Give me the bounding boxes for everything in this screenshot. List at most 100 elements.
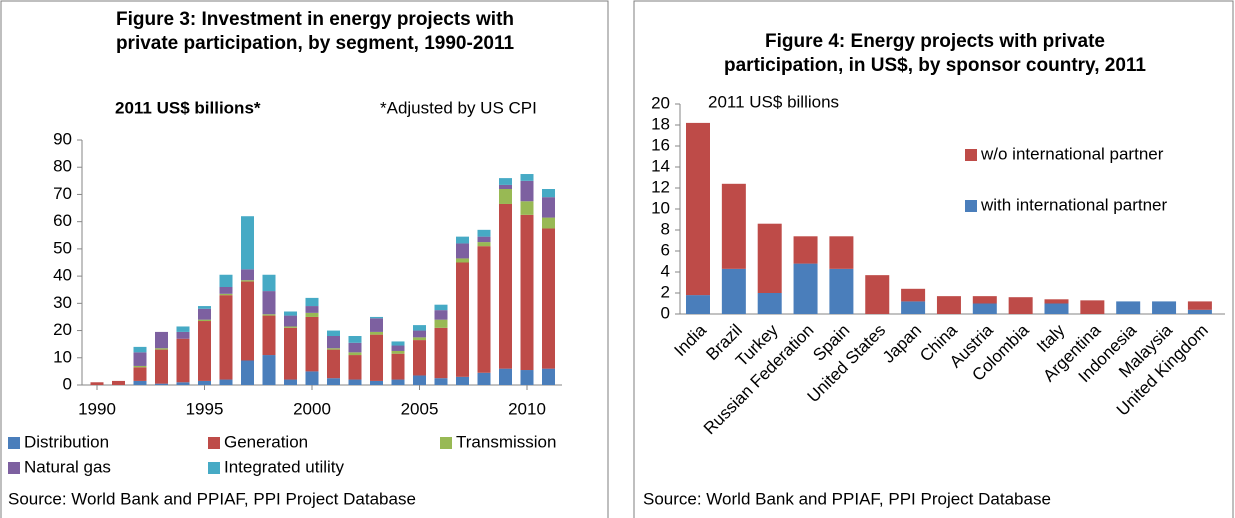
source: Source: World Bank and PPIAF, PPI Projec… (643, 489, 1051, 508)
legend-label: with international partner (980, 195, 1168, 214)
legend-swatch (8, 462, 20, 474)
legend-label: Generation (224, 432, 308, 451)
bar-segment (477, 372, 491, 385)
bar-segment (219, 293, 233, 296)
bar-segment (241, 281, 254, 361)
panel-frame (0, 0, 609, 518)
y-tick-label: 10 (651, 198, 670, 217)
bar-segment (1044, 299, 1069, 304)
legend-swatch (8, 437, 20, 449)
y-tick-label: 14 (651, 156, 670, 175)
bar-segment (133, 346, 147, 353)
y-tick-label: 0 (661, 303, 670, 322)
bar-segment (901, 301, 926, 314)
source: Source: World Bank and PPIAF, PPI Projec… (8, 489, 416, 508)
bar-segment (901, 288, 926, 302)
y-tick-label: 90 (53, 129, 72, 148)
bar-segment (284, 315, 297, 327)
bar-segment (284, 311, 297, 316)
bar-segment (456, 236, 469, 244)
bar-segment (542, 228, 555, 369)
bar-segment (520, 174, 534, 181)
bar-segment (542, 368, 555, 385)
bar-segment (1187, 309, 1212, 314)
unit-label: 2011 US$ billions (708, 92, 839, 111)
bar-segment (520, 214, 534, 371)
chart-title: Figure 4: Energy projects with private (765, 31, 1105, 52)
bar-segment (413, 325, 426, 331)
bar-segment (327, 378, 340, 385)
bar-segment (370, 380, 383, 385)
bar-segment (434, 310, 448, 320)
bar-segment (241, 216, 254, 270)
bar-segment (305, 316, 319, 372)
bar-segment (757, 223, 782, 293)
bar-segment (413, 340, 426, 376)
bar-segment (176, 382, 190, 385)
bar-segment (348, 379, 362, 385)
y-tick-label: 40 (53, 266, 72, 285)
bar-segment (936, 296, 961, 314)
bar-segment (241, 360, 254, 385)
bar-segment (413, 337, 426, 341)
legend-swatch (965, 149, 977, 161)
bar-segment (133, 380, 147, 385)
bar-segment (198, 306, 211, 309)
x-tick-label: Japan (879, 321, 925, 367)
bar-segment (520, 201, 534, 215)
bar-segment (520, 180, 534, 202)
y-tick-label: 16 (651, 135, 670, 154)
bar-segment (1008, 297, 1033, 314)
x-tick-label: India (670, 320, 710, 360)
bar-segment (133, 352, 147, 366)
bar-segment (793, 236, 818, 264)
bar-segment (219, 295, 233, 380)
bar-segment (262, 314, 276, 316)
y-tick-label: 8 (661, 219, 670, 238)
bar-segment (721, 268, 746, 314)
bar-segment (262, 355, 276, 385)
bar-segment (198, 380, 211, 385)
y-tick-label: 4 (661, 261, 670, 280)
bar-segment (219, 274, 233, 287)
legend-label: Transmission (456, 432, 556, 451)
legend-label: w/o international partner (980, 144, 1164, 163)
bar-segment (686, 122, 710, 296)
bar-segment (793, 263, 818, 314)
bar-segment (370, 331, 383, 335)
legend-swatch (965, 200, 977, 212)
bar-segment (262, 315, 276, 356)
bar-segment (972, 303, 997, 314)
bar-segment (1080, 300, 1105, 314)
bar-segment (176, 338, 190, 383)
bar-segment (456, 262, 469, 377)
bar-segment (305, 297, 319, 307)
bar-segment (155, 331, 168, 349)
bar-segment (133, 367, 147, 381)
bar-segment (391, 345, 405, 351)
bar-segment (219, 379, 233, 385)
x-tick-label: 1995 (186, 399, 224, 418)
bar-segment (721, 183, 746, 269)
bar-segment (305, 371, 319, 385)
bar-segment (370, 318, 383, 332)
bar-segment (413, 330, 426, 338)
bar-segment (499, 203, 512, 369)
bar-segment (499, 368, 512, 385)
y-tick-label: 50 (53, 238, 72, 257)
chart-title: private participation, by segment, 1990-… (116, 33, 515, 54)
bar-segment (477, 229, 491, 237)
legend-label: Distribution (24, 432, 109, 451)
bar-segment (391, 350, 405, 354)
bar-segment (112, 380, 125, 385)
bar-segment (305, 306, 319, 313)
bar-segment (1116, 301, 1141, 314)
bar-segment (348, 342, 362, 353)
bar-segment (155, 349, 168, 384)
bar-segment (348, 352, 362, 356)
y-tick-label: 70 (53, 184, 72, 203)
panel-frame (633, 0, 1234, 518)
bar-segment (499, 178, 512, 185)
bar-segment (434, 327, 448, 379)
bar-segment (1152, 301, 1177, 314)
